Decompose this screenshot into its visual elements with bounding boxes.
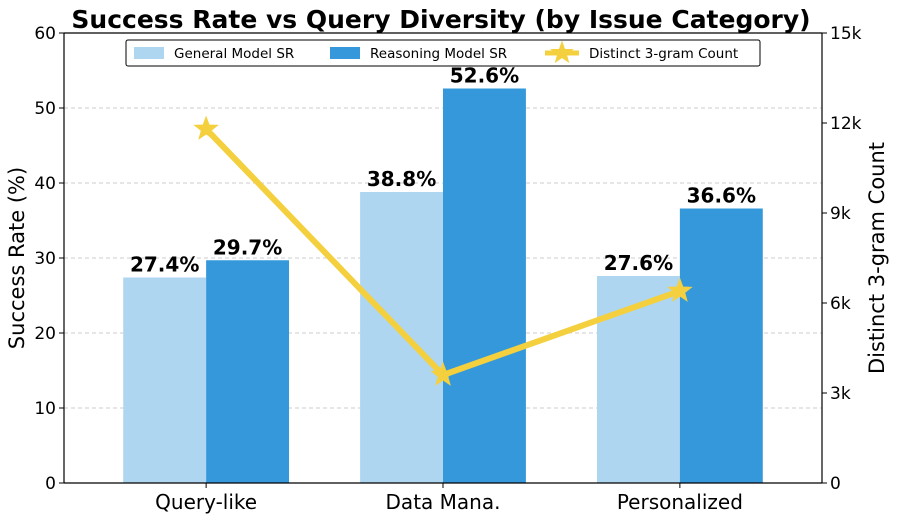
y2-tick-label: 12k (830, 114, 862, 134)
bar-0-1 (360, 192, 443, 483)
y-axis-label: Success Rate (%) (5, 167, 29, 349)
bar-label: 29.7% (213, 235, 282, 259)
bar-label: 27.6% (604, 251, 673, 275)
y2-axis-label: Distinct 3-gram Count (865, 142, 889, 374)
line-marker-star (193, 115, 219, 140)
chart-title: Success Rate vs Query Diversity (by Issu… (71, 5, 810, 34)
bar-label: 27.4% (130, 253, 199, 277)
y2-tick-label: 6k (830, 294, 851, 314)
legend: General Model SR Reasoning Model SR Distin… (125, 39, 761, 67)
bar-1-2 (679, 208, 763, 483)
bar-labels: 27.4% 38.8% 27.6% 29.7% 52.6% 36.6% (130, 64, 756, 277)
line-series (193, 115, 693, 386)
x-tick-label: Personalized (617, 490, 743, 514)
y2-tick-label: 9k (830, 204, 851, 224)
bar-label: 38.8% (367, 167, 436, 191)
legend-box (125, 39, 761, 67)
y2-tick-label: 0 (830, 474, 841, 494)
bar-1-0 (206, 260, 290, 483)
legend-label: Reasoning Model SR (370, 46, 507, 62)
bar-0-2 (596, 276, 680, 483)
axes: 0 10 20 30 40 50 60 0 3k 6k 9k 12k 15k Query-like Data… (5, 24, 889, 514)
x-tick-label: Query-like (155, 490, 257, 514)
bar-label: 36.6% (687, 184, 756, 208)
x-tick-label: Data Mana. (386, 490, 501, 514)
bar-label: 52.6% (450, 64, 519, 88)
y2-tick-label: 15k (830, 24, 862, 44)
line-marker-star (667, 277, 693, 302)
legend-label: Distinct 3-gram Count (589, 46, 738, 62)
y-tick-label: 10 (34, 399, 56, 419)
y2-tick-label: 3k (830, 384, 851, 404)
bar-0-0 (123, 277, 207, 483)
line-marker-star (430, 361, 456, 386)
y-tick-label: 20 (34, 324, 56, 344)
y-tick-label: 40 (34, 174, 56, 194)
y-tick-label: 30 (34, 249, 56, 269)
bars (123, 88, 763, 483)
y-tick-label: 60 (34, 24, 56, 44)
legend-swatch (134, 47, 164, 59)
legend-swatch-star (550, 40, 574, 64)
y-tick-label: 0 (45, 474, 56, 494)
y-tick-label: 50 (34, 99, 56, 119)
bar-1-1 (443, 88, 526, 483)
legend-swatch (330, 47, 360, 59)
legend-label: General Model SR (174, 46, 294, 62)
